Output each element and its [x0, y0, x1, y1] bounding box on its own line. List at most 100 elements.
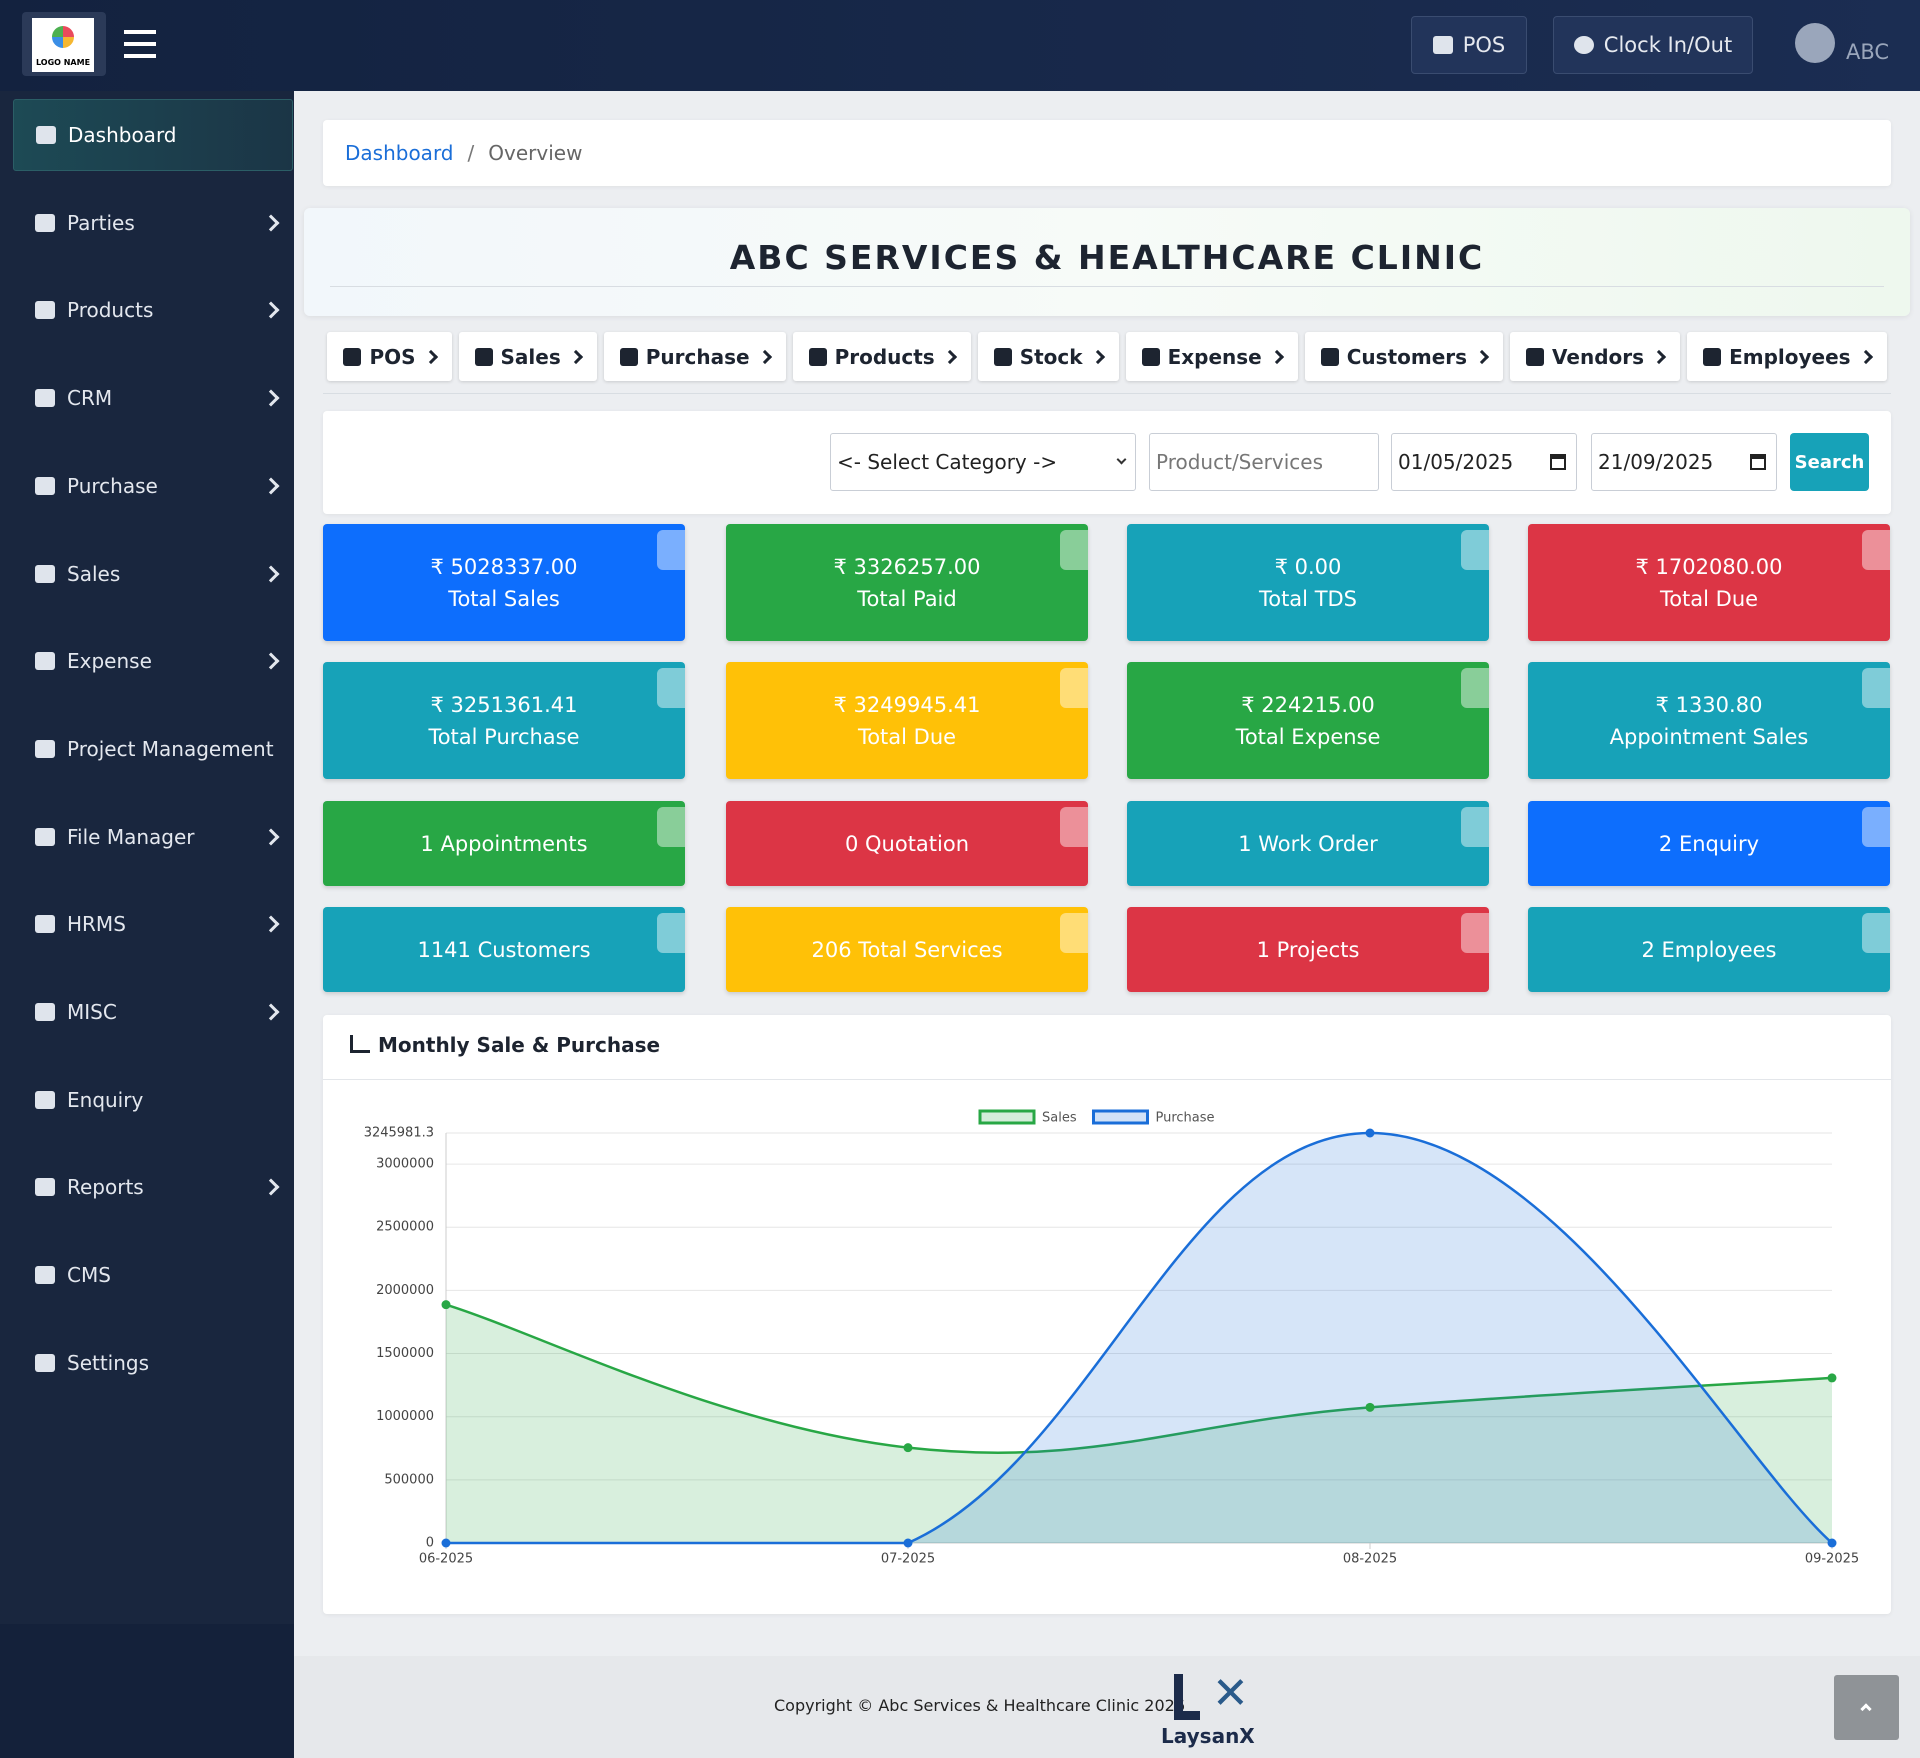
- line: [445, 1303, 1833, 1455]
- stat-card[interactable]: ₹ 1702080.00 Total Due: [1528, 524, 1890, 641]
- divider: [330, 286, 1884, 287]
- line: [446, 1131, 1833, 1545]
- label: Clock In/Out: [1603, 33, 1733, 57]
- quick-link[interactable]: Stock: [977, 332, 1119, 381]
- count-card[interactable]: 2 Enquiry: [1528, 801, 1890, 886]
- card-deco: [1862, 530, 1890, 570]
- menu-item[interactable]: Settings: [13, 1327, 293, 1399]
- quick-link[interactable]: Employees: [1687, 332, 1887, 381]
- pos-button[interactable]: POS: [1411, 16, 1527, 74]
- count-card[interactable]: 1 Work Order: [1127, 801, 1489, 886]
- menu-item[interactable]: CRM: [13, 362, 293, 434]
- stat-card[interactable]: ₹ 3249945.41 Total Due: [726, 662, 1088, 779]
- menu-label: Expense: [67, 649, 152, 674]
- point: [1365, 1128, 1375, 1138]
- menu-item[interactable]: Purchase: [13, 450, 293, 522]
- stat-card[interactable]: ₹ 5028337.00 Total Sales: [323, 524, 685, 641]
- quick-link[interactable]: Vendors: [1510, 332, 1681, 381]
- date-to[interactable]: 21/09/2025: [1591, 433, 1777, 491]
- count-card[interactable]: 1 Appointments: [323, 801, 685, 886]
- chart: 0 500000 1000000 1500000 2000000 2500000 30000…: [364, 1109, 1859, 1567]
- stat-card[interactable]: ₹ 0.00 Total TDS: [1127, 524, 1489, 641]
- breadcrumb-link[interactable]: Dashboard: [345, 141, 454, 165]
- clock-button[interactable]: Clock In/Out: [1553, 16, 1753, 74]
- menu-item[interactable]: Dashboard: [13, 99, 293, 171]
- chevron: [262, 389, 280, 407]
- scroll-top[interactable]: [1834, 1675, 1899, 1740]
- chevron: [262, 1178, 280, 1196]
- chevron: [1269, 349, 1284, 364]
- y-tick-label: 1000000: [376, 1409, 434, 1424]
- menu-label: CRM: [67, 386, 113, 411]
- x-tick-label: 09-2025: [1805, 1552, 1859, 1567]
- menu-label: Sales: [67, 561, 121, 586]
- menu-item[interactable]: Parties: [13, 187, 293, 259]
- menu-item[interactable]: Enquiry: [13, 1064, 293, 1136]
- quick-link[interactable]: Sales: [458, 332, 597, 381]
- link-icon: [1320, 347, 1339, 366]
- card-deco: [1060, 913, 1088, 953]
- card-label: 206 Total Services: [811, 937, 1003, 962]
- card-amount: ₹ 1702080.00: [1635, 554, 1783, 579]
- menu-item[interactable]: HRMS: [13, 888, 293, 960]
- card-label: Total Due: [1659, 586, 1759, 611]
- card-deco: [1461, 668, 1489, 708]
- card-deco: [1862, 913, 1890, 953]
- point: [1827, 1373, 1837, 1383]
- card-label: 2 Employees: [1641, 937, 1777, 962]
- card-label: 0 Quotation: [844, 831, 970, 856]
- card-deco: [657, 668, 685, 708]
- menu-label: Reports: [67, 1175, 144, 1200]
- link-icon: [474, 347, 493, 366]
- menu-label: Purchase: [67, 473, 158, 498]
- menu-icon: [35, 739, 55, 758]
- brand-mark: [1174, 1674, 1200, 1720]
- stat-card[interactable]: ₹ 224215.00 Total Expense: [1127, 662, 1489, 779]
- card-deco: [657, 807, 685, 847]
- menu-item[interactable]: Expense: [13, 625, 293, 697]
- quick-link[interactable]: Products: [792, 332, 971, 381]
- menu-item[interactable]: Project Management: [13, 713, 293, 785]
- card-label: Total Due: [857, 724, 957, 749]
- quick-link[interactable]: Purchase: [603, 332, 786, 381]
- product-input[interactable]: Product/Services: [1149, 433, 1379, 491]
- count-card[interactable]: 2 Employees: [1528, 907, 1890, 992]
- search-button[interactable]: Search: [1790, 433, 1869, 491]
- chevron: [942, 349, 957, 364]
- category-select[interactable]: <- Select Category ->: [830, 433, 1136, 491]
- menu-item[interactable]: File Manager: [13, 801, 293, 873]
- count-card[interactable]: 0 Quotation: [726, 801, 1088, 886]
- quick-link[interactable]: Customers: [1304, 332, 1504, 381]
- menu-label: File Manager: [67, 824, 195, 849]
- count-card[interactable]: 206 Total Services: [726, 907, 1088, 992]
- card-label: 2 Enquiry: [1658, 831, 1760, 856]
- menu-item[interactable]: CMS: [13, 1239, 293, 1311]
- quick-links: POS Sales Purchase Products Stock Expense Cust…: [323, 332, 1891, 381]
- avatar[interactable]: [1795, 23, 1835, 63]
- menu-label: Enquiry: [67, 1087, 144, 1112]
- menu-item[interactable]: MISC: [13, 976, 293, 1048]
- date-from[interactable]: 01/05/2025: [1391, 433, 1577, 491]
- link-icon: [808, 347, 827, 366]
- stat-card[interactable]: ₹ 3326257.00 Total Paid: [726, 524, 1088, 641]
- chart-title: Monthly Sale & Purchase: [378, 1033, 661, 1057]
- link-label: Vendors: [1552, 344, 1645, 369]
- y-tick-label: 3000000: [376, 1157, 434, 1172]
- count-card[interactable]: 1141 Customers: [323, 907, 685, 992]
- card-label: Total TDS: [1258, 586, 1358, 611]
- menu-item[interactable]: Reports: [13, 1151, 293, 1223]
- menu-toggle[interactable]: [124, 30, 156, 58]
- stat-card[interactable]: ₹ 3251361.41 Total Purchase: [323, 662, 685, 779]
- count-card[interactable]: 1 Projects: [1127, 907, 1489, 992]
- stat-card[interactable]: ₹ 1330.80 Appointment Sales: [1528, 662, 1890, 779]
- arrow: [1860, 1703, 1872, 1715]
- brand-logo: ✕: [1164, 1670, 1260, 1720]
- quick-link[interactable]: POS: [327, 332, 452, 381]
- menu-item[interactable]: Products: [13, 274, 293, 346]
- link-icon: [619, 347, 638, 366]
- menu-item[interactable]: Sales: [13, 538, 293, 610]
- quick-link[interactable]: Expense: [1125, 332, 1298, 381]
- y-tick-label: 2000000: [376, 1283, 434, 1298]
- logo-frame[interactable]: LOGO NAME: [22, 12, 106, 76]
